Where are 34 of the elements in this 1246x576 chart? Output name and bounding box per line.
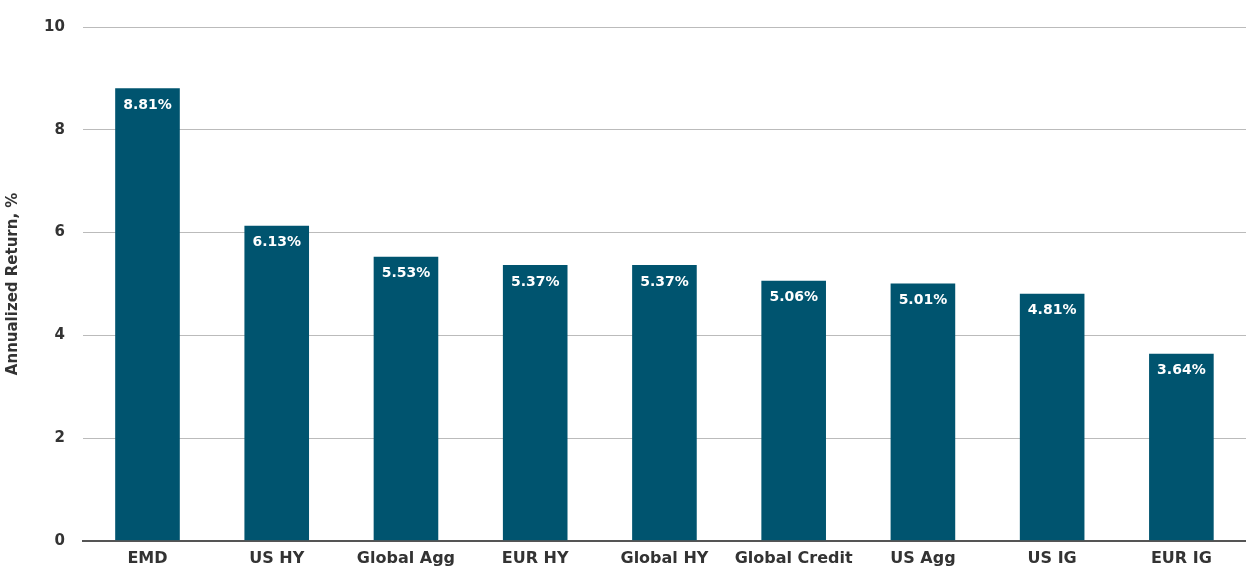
bar [632, 264, 697, 541]
x-tick-label: US IG [1027, 547, 1077, 567]
x-tick-label: Global HY [620, 547, 709, 567]
bar [1019, 293, 1085, 541]
bar [115, 88, 180, 541]
data-label: 5.37% [640, 272, 689, 289]
data-label: 3.64% [1157, 361, 1206, 378]
bar [244, 225, 310, 541]
y-tick-label: 4 [54, 325, 65, 344]
data-label: 5.37% [510, 272, 560, 289]
y-tick-label: 10 [44, 16, 65, 35]
data-label: 5.53% [381, 264, 431, 281]
bar [1149, 353, 1214, 541]
y-tick-label: 6 [54, 222, 65, 241]
x-tick-label: Global Credit [734, 547, 854, 567]
x-tick-label: EUR HY [501, 547, 570, 567]
data-label: 5.06% [769, 288, 818, 305]
x-tick-label: US Agg [890, 547, 956, 567]
x-tick-label: EUR IG [1150, 547, 1212, 567]
data-label: 6.13% [252, 233, 302, 250]
bar [761, 280, 826, 541]
y-tick-label: 8 [54, 119, 65, 138]
y-tick-label: 2 [54, 427, 65, 446]
bar [373, 256, 439, 541]
x-tick-label: EMD [127, 547, 168, 567]
x-tick-label: Global Agg [356, 547, 456, 567]
data-label: 4.81% [1027, 301, 1077, 318]
x-tick-label: US HY [249, 547, 305, 567]
y-tick-label: 0 [54, 530, 65, 549]
y-axis-title: Annualized Return, % [2, 192, 21, 376]
bar [502, 264, 568, 541]
bar [890, 283, 956, 541]
data-label: 8.81% [123, 95, 172, 112]
data-label: 5.01% [898, 291, 948, 308]
